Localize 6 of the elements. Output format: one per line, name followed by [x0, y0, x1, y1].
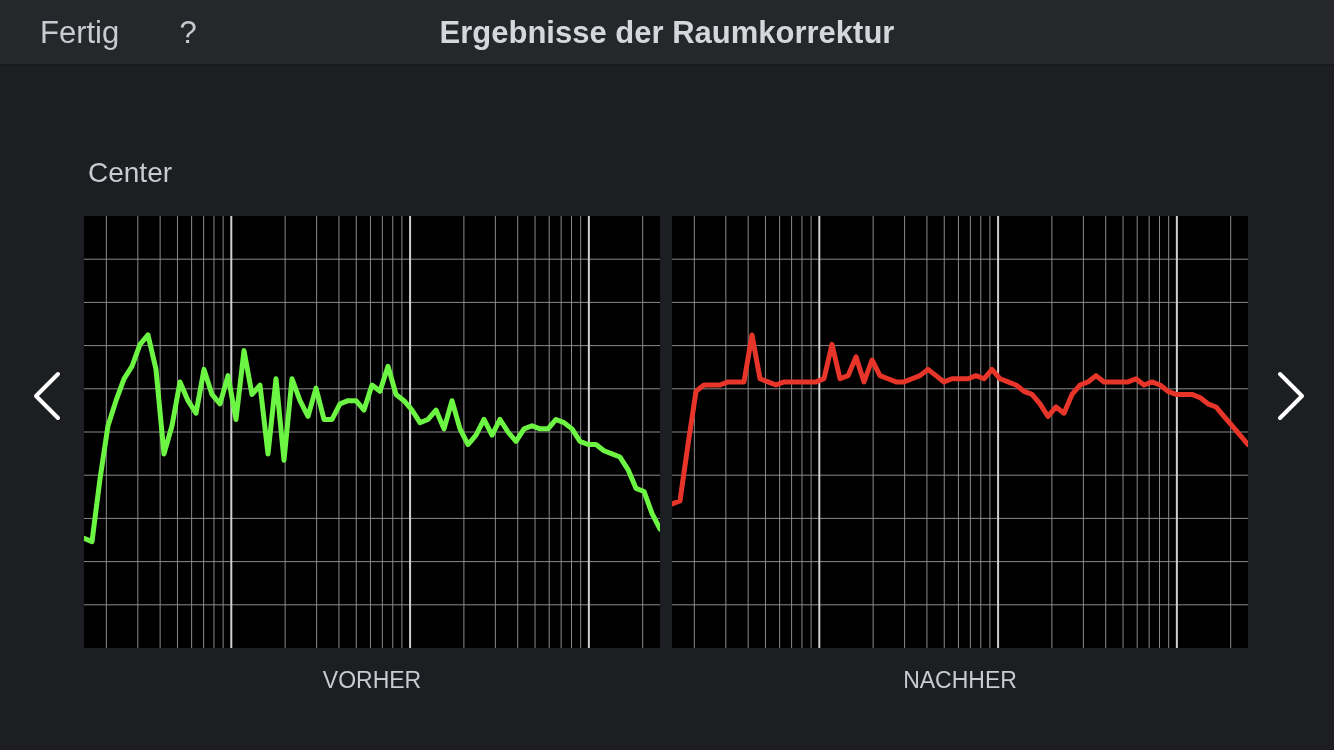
text: ? [179, 15, 197, 50]
text: Fertig [40, 15, 120, 50]
x-axis-title: VORHER [322, 667, 422, 693]
chart-title: Ergebnisse der Raumkorrektur [439, 15, 895, 50]
chart-subtitle: Center [88, 157, 173, 188]
x-axis-title: NACHHER [903, 667, 1017, 693]
